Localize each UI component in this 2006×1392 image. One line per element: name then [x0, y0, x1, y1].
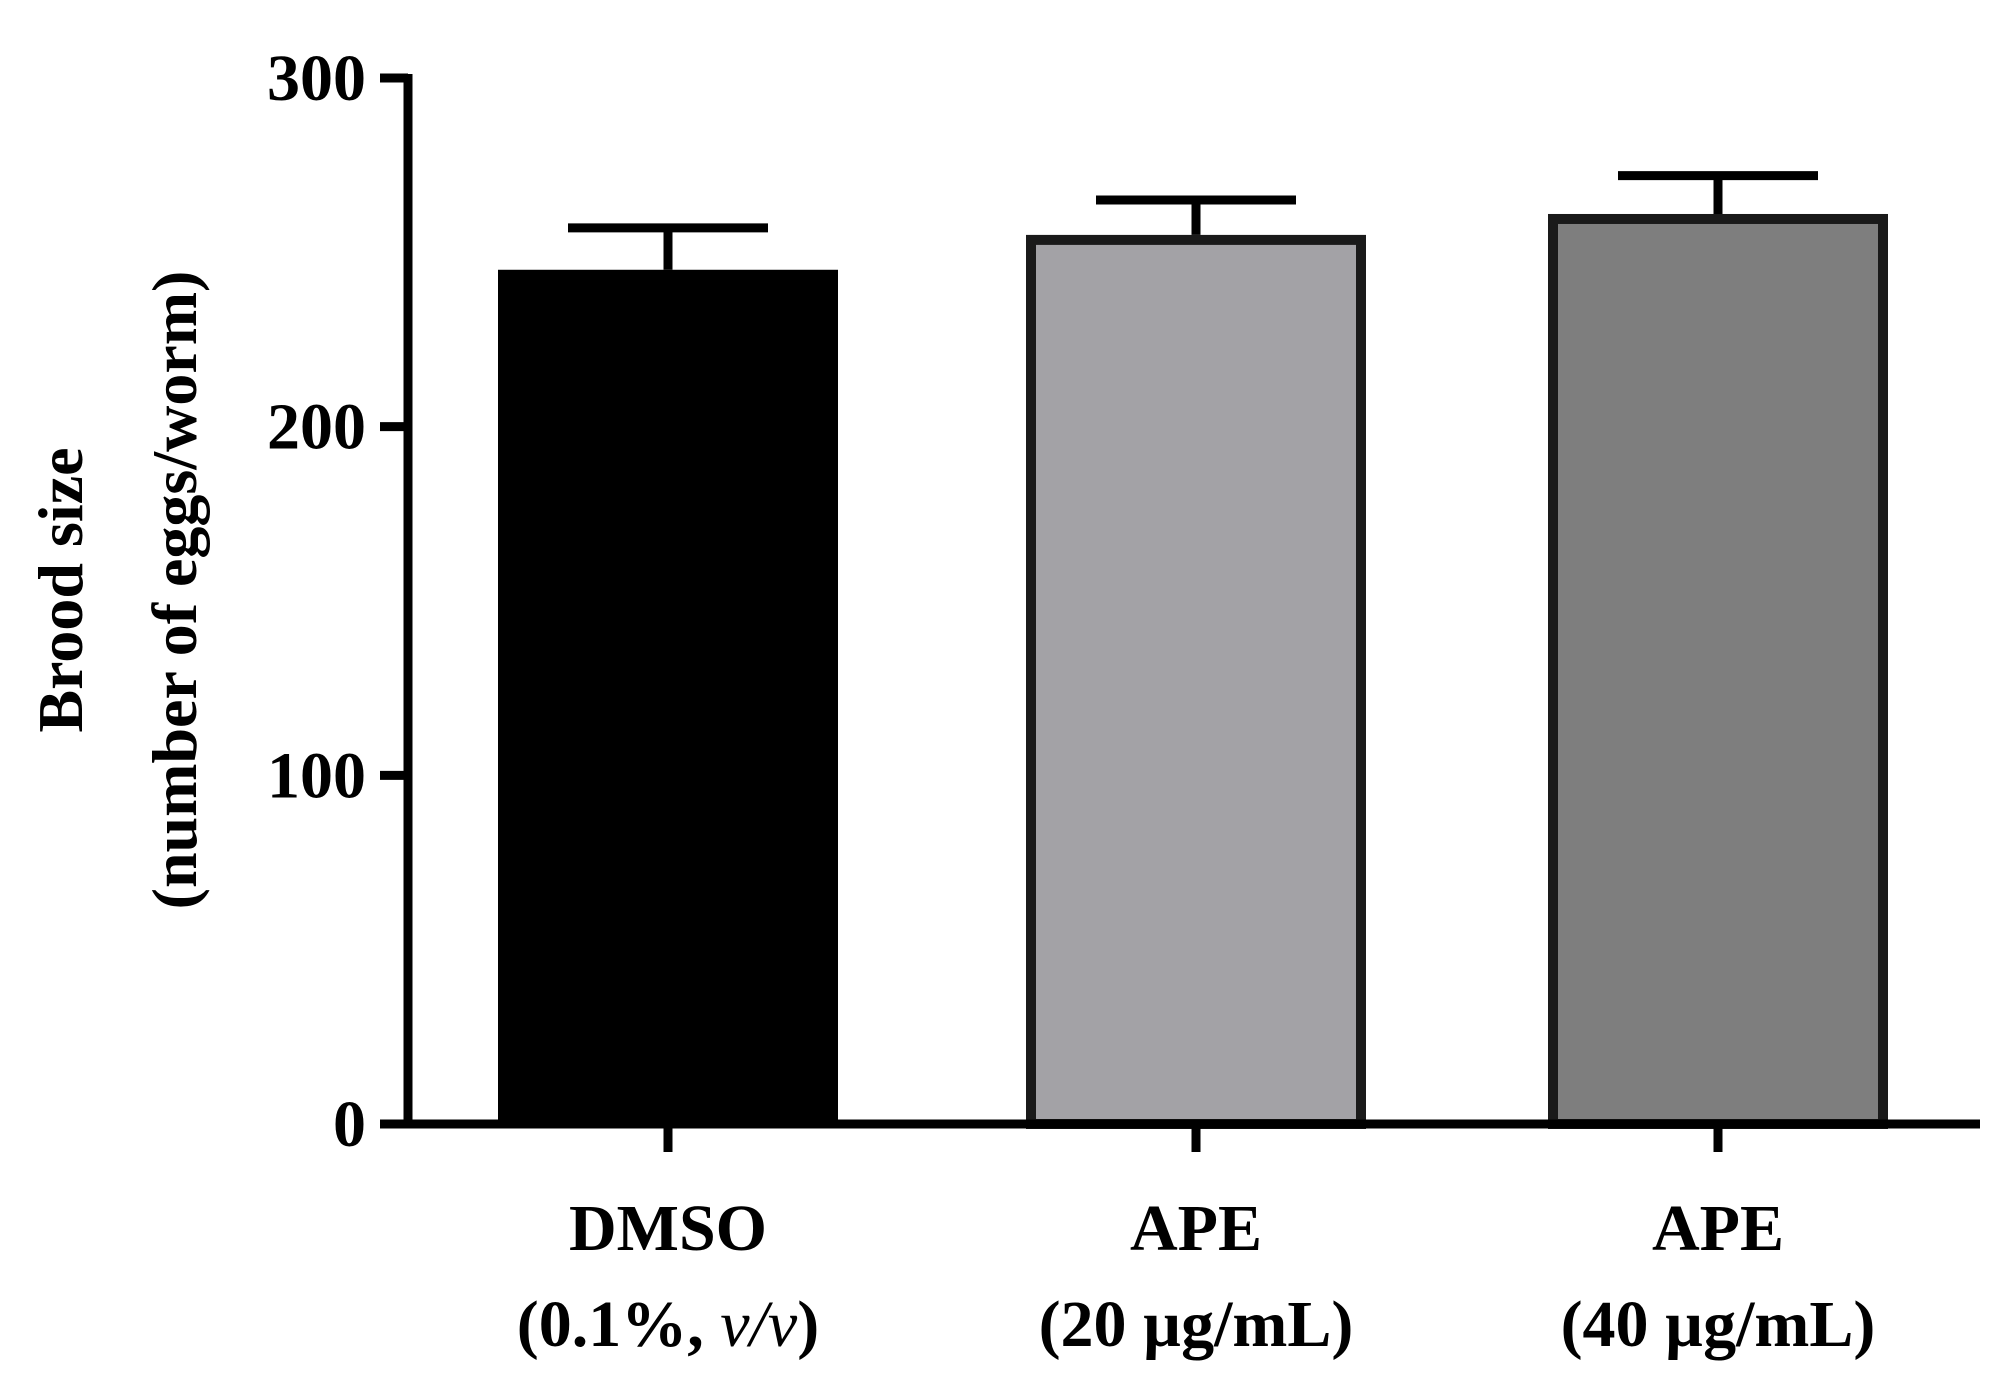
- x-tick-sublabel: (0.1%, v/v): [517, 1288, 819, 1361]
- plot-area: 0 100 200 300 DMSO (0.1%, v/v) APE (20 µg/mL) AP…: [267, 42, 1980, 1361]
- y-axis-label-line2: (number of eggs/worm): [139, 271, 210, 910]
- bar: [498, 269, 838, 1124]
- bar: [1548, 213, 1888, 1130]
- x-tick-label: APE: [1652, 1192, 1784, 1265]
- x-tick-sublabel: (20 µg/mL): [1039, 1288, 1354, 1361]
- x-tick-sublabel: (40 µg/mL): [1561, 1288, 1876, 1361]
- y-tick-label: 200: [267, 391, 366, 464]
- y-axis-label-line1: Brood size: [25, 447, 96, 732]
- y-tick-label: 0: [333, 1088, 366, 1161]
- x-tick-label: APE: [1130, 1192, 1262, 1265]
- y-axis-label-sub: (number of eggs/worm): [139, 271, 210, 910]
- y-axis-label: Brood size: [25, 447, 96, 732]
- y-tick-label: 100: [267, 739, 366, 812]
- y-tick-label: 300: [267, 42, 366, 115]
- bar: [1026, 234, 1366, 1129]
- x-tick-label: DMSO: [569, 1192, 767, 1265]
